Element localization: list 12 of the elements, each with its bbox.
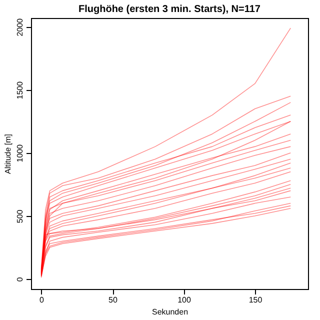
y-axis-title: Altitude [m] (4, 134, 12, 174)
x-tick-label: 150 (248, 296, 263, 304)
y-tick-label: 500 (16, 209, 24, 224)
y-tick-label: 0 (16, 276, 24, 282)
y-tick-label: 1500 (16, 80, 24, 100)
x-tick-label: 100 (178, 296, 192, 304)
x-tick-label: 50 (108, 296, 118, 304)
chart-title: Flughöhe (ersten 3 min. Starts), N=117 (78, 4, 261, 15)
x-tick-label: 0 (40, 296, 45, 304)
y-tick-label: 2000 (16, 18, 24, 36)
y-tick-label: 1000 (16, 144, 24, 162)
x-axis-title: Sekunden (152, 308, 188, 316)
